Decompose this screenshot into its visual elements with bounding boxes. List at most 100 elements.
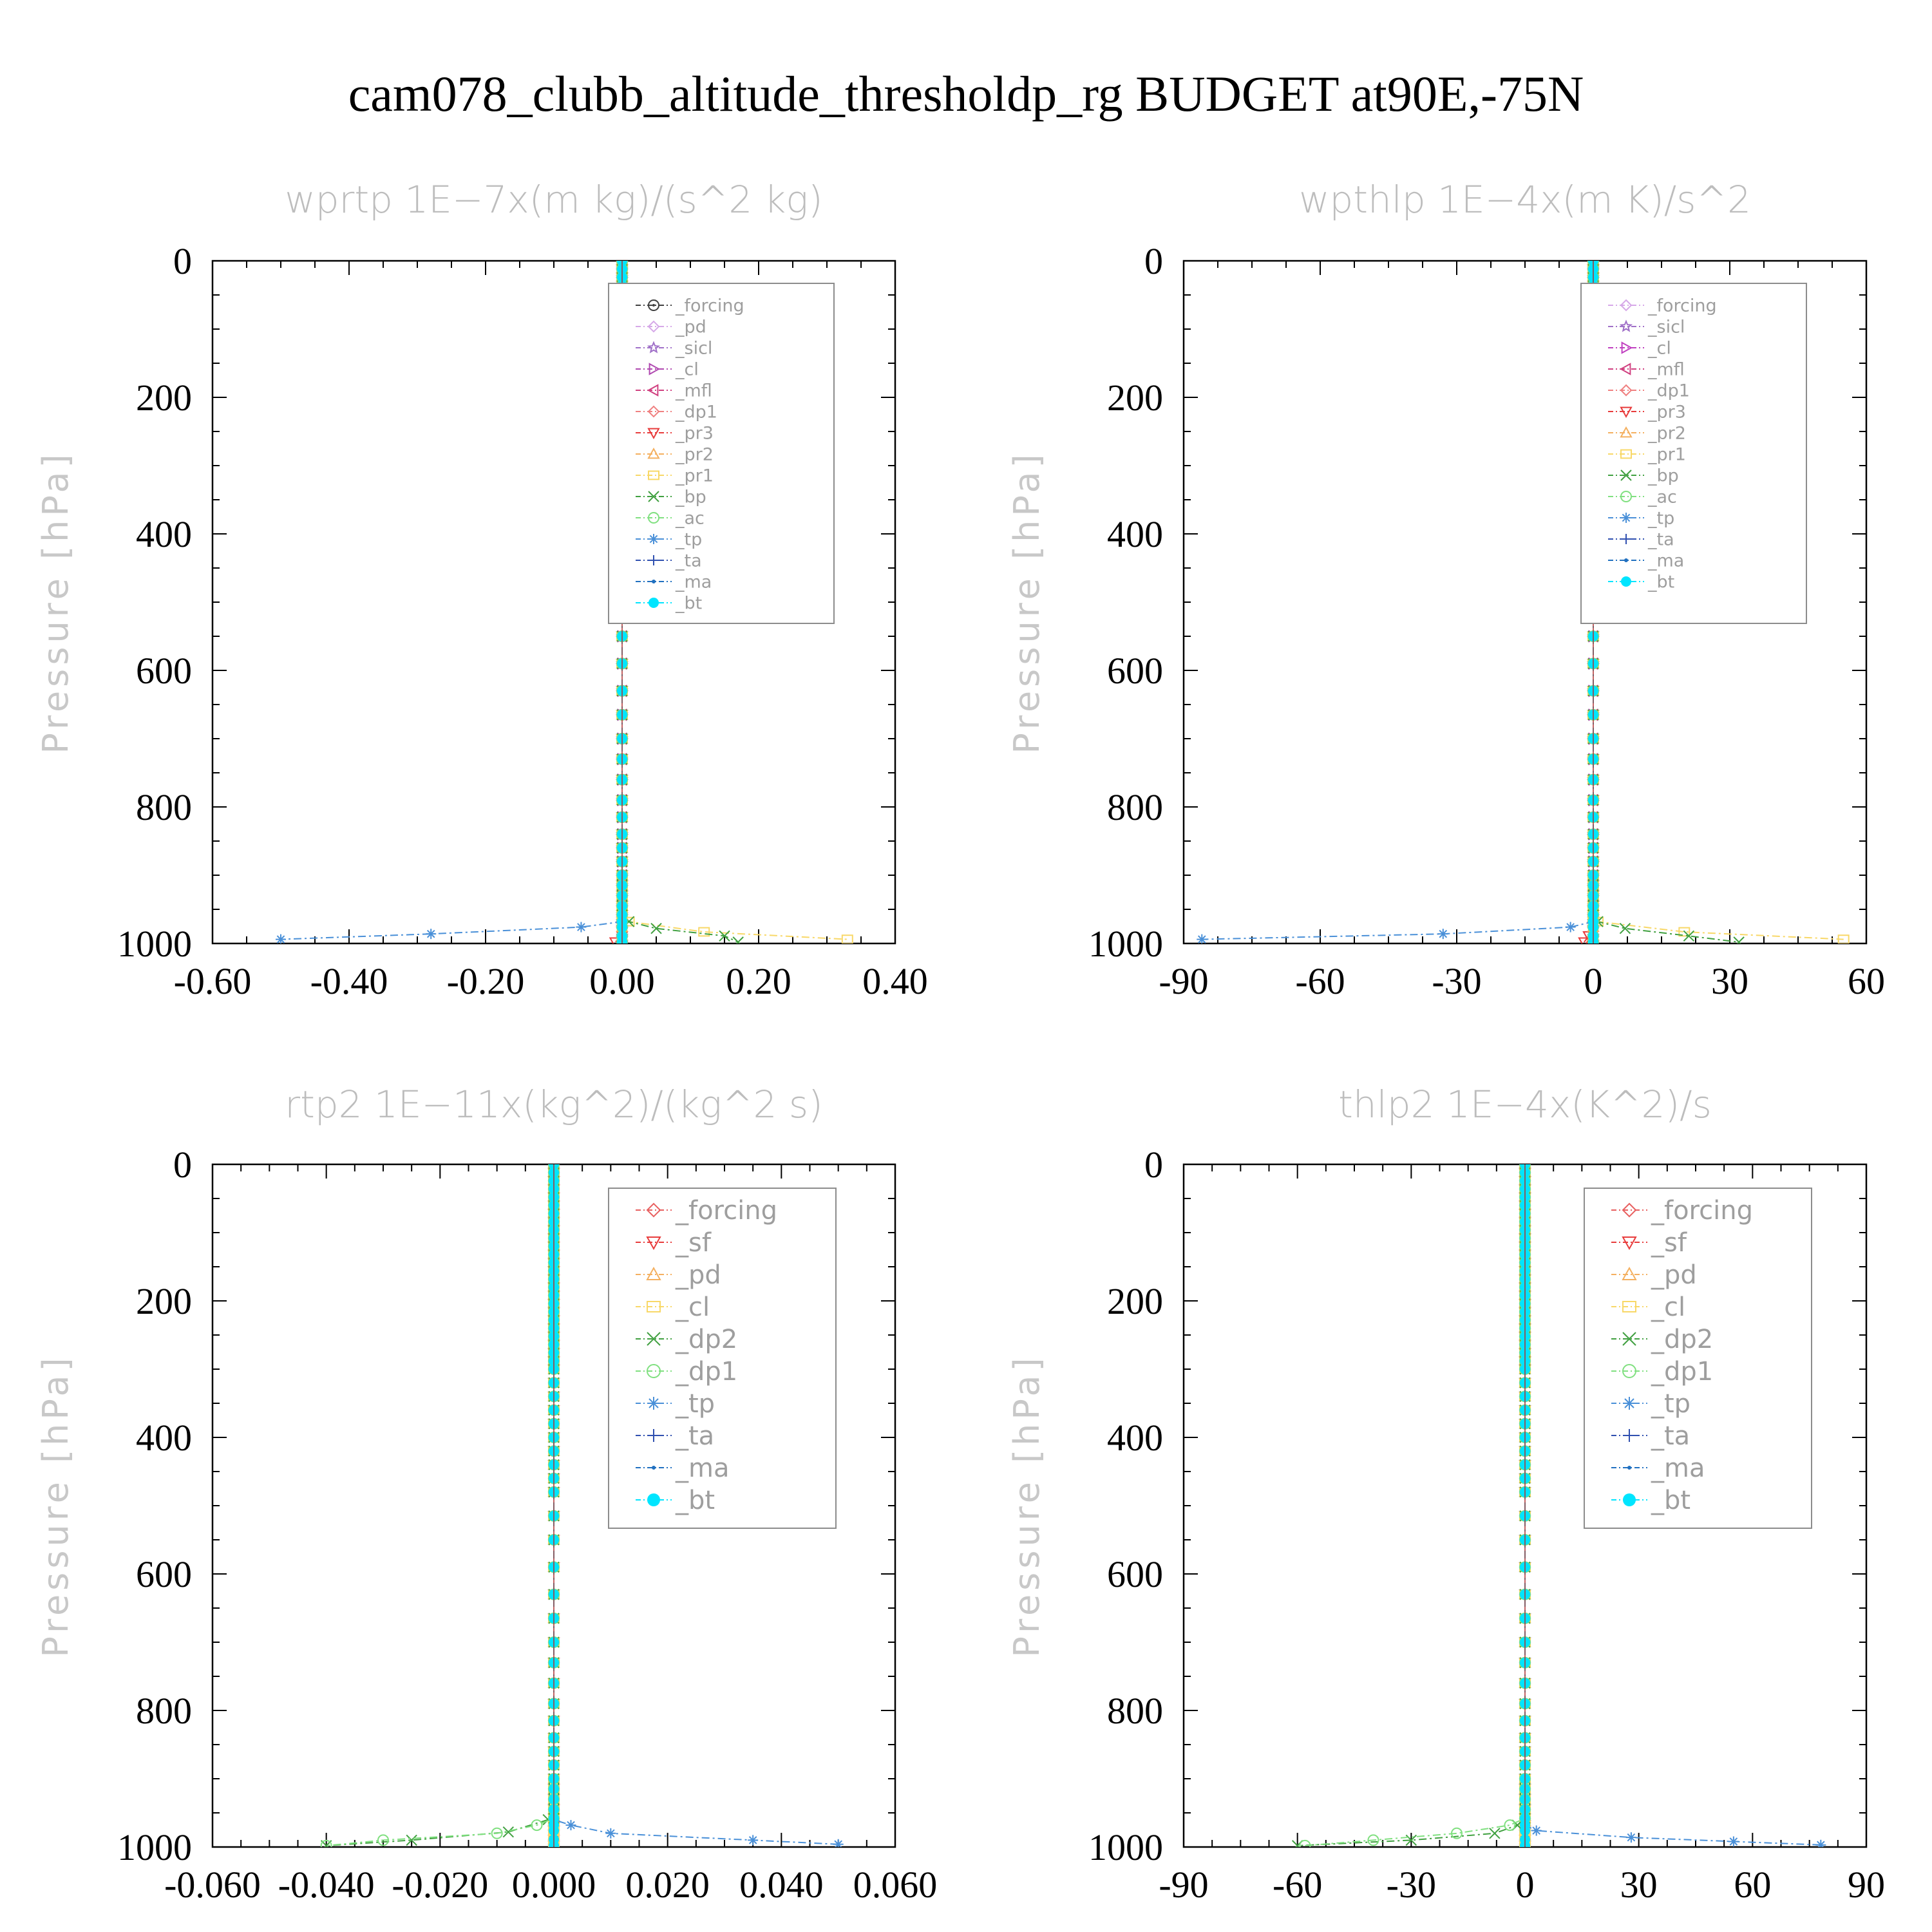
legend-marker [647,384,659,397]
legend-marker [1622,1332,1636,1346]
x-tick-label: 0 [1516,1864,1535,1906]
x-tick-label: 0.20 [726,960,791,1002]
legend-marker [647,1332,661,1346]
legend-item: _dp1 [1608,381,1690,401]
data-point [732,936,744,943]
x-tick-label: -0.40 [310,960,388,1002]
series-line [326,1164,554,1846]
legend-item: _pr3 [636,423,714,443]
legend-label: _dp2 [1651,1325,1713,1354]
legend-label: _bt [1651,1486,1690,1515]
legend-marker [1623,1397,1636,1410]
legend-label: _cl [675,359,699,379]
data-point [841,934,853,943]
data-point [1451,1827,1463,1839]
data-point [426,929,437,940]
legend-label: _forcing [675,1196,777,1226]
x-ticks: -90 -60 -30 0 30 60 90 [1159,1164,1885,1906]
legend-label: _dp1 [1647,381,1690,401]
y-tick-label: 1000 [1088,923,1163,965]
data-point [1565,922,1576,933]
data-point [605,1828,616,1839]
y-tick-label: 1000 [1088,1826,1163,1868]
legend-label: _ta [675,1421,714,1451]
legend-marker [1624,558,1628,562]
y-tick-label: 0 [1144,240,1163,282]
legend: _forcing_sf_pd _cl _dp2 _dp1_tp_ta _ma _bt [1584,1188,1812,1529]
legend-item: _dp1 [636,402,717,422]
x-tick-label: 0.020 [625,1864,710,1906]
y-tick-label: 0 [173,1144,192,1186]
data-point [406,1834,417,1846]
legend-label: _pr1 [675,466,714,486]
legend-item: _bt [636,1486,715,1515]
data-point [565,1820,576,1831]
legend-marker [652,1466,656,1470]
legend-label: _bp [1647,466,1679,486]
data-point [698,927,710,937]
data-point [1437,929,1448,940]
series-line [280,261,623,940]
data-point [1625,1832,1636,1843]
legend-marker [1620,384,1633,397]
x-ticks: -90 -60 -30 0 30 60 [1159,261,1885,1002]
legend-item: _cl [1611,1293,1685,1322]
series-group [1291,1164,1826,1847]
legend-item: _cl [636,1293,710,1322]
x-tick-label: -90 [1159,1864,1208,1906]
y-ticks: 0 200 400 600 800 1000 [1088,240,1866,965]
chart-panel-2: wpthlp 1E−4x(m K)/s^2 Pressure [hPa] 0 200 4… [1007,178,1885,1002]
legend-marker [648,299,659,311]
y-tick-label: 800 [1107,1690,1163,1732]
x-tick-label: 90 [1848,1864,1885,1906]
data-point [1683,930,1695,942]
chart-panel-1: wprtp 1E−7x(m kg)/(s^2 kg) Pressure [hPa]… [35,178,928,1002]
legend-marker [647,1301,661,1312]
legend-item: _pd [636,317,706,337]
legend-item: _sf [636,1228,712,1258]
legend-item: _bt [1608,572,1674,592]
x-tick-label: 0.00 [589,960,655,1002]
legend-label: _ma [1647,551,1684,571]
legend-label: _dp1 [675,402,717,422]
legend-marker [649,555,659,565]
x-tick-label: 30 [1620,1864,1658,1906]
legend-item: _pr1 [1608,444,1686,464]
legend-marker [647,428,660,440]
legend-item: _dp1 [636,1357,737,1387]
legend-label: _ta [675,551,702,571]
x-tick-label: -30 [1432,960,1481,1002]
legend-item: _tp [636,529,702,549]
legend-label: _mfl [1647,359,1685,379]
legend-item: _bt [636,593,702,613]
legend-item: _dp1 [1611,1357,1713,1387]
legend-label: _ta [1647,529,1674,549]
legend-label: _pd [1651,1260,1697,1290]
x-tick-label: -0.20 [447,960,525,1002]
legend-marker [1622,1364,1636,1378]
legend-marker [1622,1266,1637,1280]
legend-item: _pr3 [1608,402,1686,422]
legend-item: _ta [636,551,702,571]
data-point [1367,1834,1379,1846]
legend-box [1580,283,1807,624]
legend-item: _forcing [1608,296,1717,316]
y-tick-label: 200 [1107,1280,1163,1322]
legend-item: _bt [1611,1486,1690,1515]
legend-label: _bt [675,593,702,613]
legend-box [608,1188,837,1529]
legend-item: _ta [1608,529,1674,549]
data-point [491,1827,503,1839]
y-tick-label: 0 [1144,1144,1163,1186]
legend-item: _mfl [636,381,712,401]
data-point [276,934,286,943]
legend-item: _sicl [636,338,712,358]
legend-marker [646,1236,661,1251]
x-tick-label: -0.60 [174,960,252,1002]
x-ticks: -0.60 -0.40 -0.20 0.00 0.20 0.40 [174,261,928,1002]
legend-marker [647,405,660,418]
series-dp2 [1291,1164,1531,1847]
series-line [326,1164,554,1846]
data-point [1733,936,1745,943]
